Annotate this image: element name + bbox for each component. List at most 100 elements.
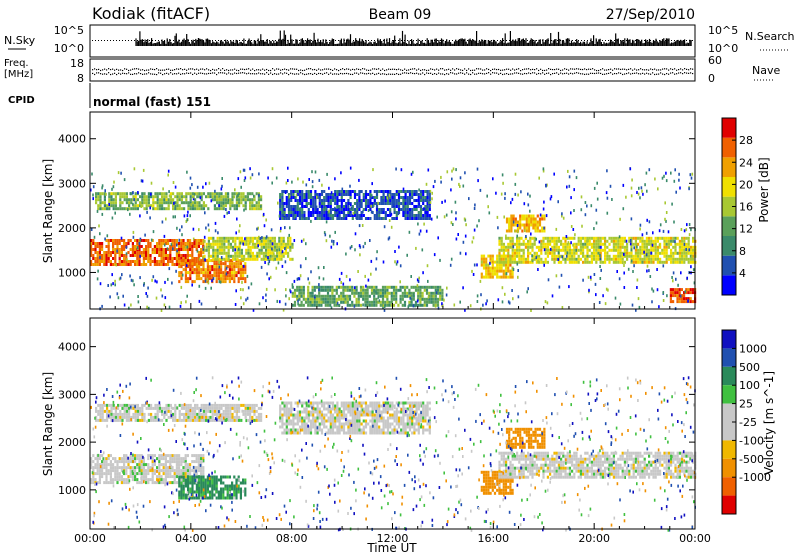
echo-cell bbox=[490, 258, 492, 261]
scatter-echo bbox=[180, 305, 182, 308]
echo-cell bbox=[209, 265, 211, 268]
echo-cell bbox=[524, 227, 526, 230]
freq-dot bbox=[286, 69, 287, 70]
nave-dot bbox=[630, 73, 631, 74]
scatter-echo bbox=[219, 266, 221, 269]
echo-cell bbox=[223, 246, 225, 249]
scatter-echo bbox=[371, 260, 373, 263]
noise-bar bbox=[594, 44, 595, 46]
echo-cell bbox=[413, 199, 415, 202]
echo-cell bbox=[619, 255, 621, 258]
echo-cell bbox=[154, 195, 156, 198]
freq-dot bbox=[98, 69, 99, 70]
noise-search-dot bbox=[254, 40, 255, 41]
echo-cell bbox=[279, 193, 281, 196]
echo-cell bbox=[213, 268, 215, 271]
echo-cell bbox=[312, 199, 314, 202]
scatter-echo bbox=[294, 280, 296, 283]
echo-cell bbox=[328, 199, 330, 202]
scatter-echo bbox=[459, 301, 461, 304]
scatter-echo bbox=[208, 224, 210, 227]
freq-dot bbox=[466, 70, 467, 71]
echo-cell bbox=[104, 201, 106, 204]
echo-cell bbox=[681, 255, 683, 258]
echo-cell bbox=[203, 204, 205, 207]
freq-dot bbox=[376, 69, 377, 70]
scatter-echo bbox=[319, 179, 321, 182]
echo-cell bbox=[134, 251, 136, 254]
echo-cell bbox=[312, 295, 314, 298]
echo-cell bbox=[593, 252, 595, 255]
freq-dot bbox=[356, 68, 357, 69]
noise-bar bbox=[657, 41, 658, 46]
noise-bar bbox=[636, 39, 637, 46]
freq-dot bbox=[564, 68, 565, 69]
noise-bar bbox=[172, 44, 173, 47]
nave-dot bbox=[124, 73, 125, 74]
echo-cell bbox=[97, 207, 99, 210]
echo-cell bbox=[297, 205, 299, 208]
echo-cell bbox=[547, 255, 549, 258]
scatter-echo bbox=[190, 203, 192, 206]
echo-cell bbox=[668, 246, 670, 249]
echo-cell bbox=[439, 286, 441, 289]
echo-cell bbox=[342, 289, 344, 292]
echo-cell bbox=[185, 271, 187, 274]
noise-bar bbox=[379, 40, 380, 46]
scatter-echo bbox=[270, 276, 272, 279]
echo-cell bbox=[149, 254, 151, 257]
noise-bar bbox=[390, 43, 391, 46]
noise-bar bbox=[559, 39, 560, 46]
echo-cell bbox=[283, 243, 285, 246]
echo-cell bbox=[220, 195, 222, 198]
noise-search-dot bbox=[260, 40, 261, 41]
echo-cell bbox=[411, 214, 413, 217]
nave-dot bbox=[420, 74, 421, 75]
nave-dot bbox=[668, 74, 669, 75]
echo-cell bbox=[127, 242, 129, 245]
echo-cell bbox=[308, 208, 310, 211]
echo-cell bbox=[398, 202, 400, 205]
echo-cell bbox=[214, 258, 216, 261]
scatter-echo bbox=[399, 280, 401, 283]
noise-search-dot bbox=[461, 40, 462, 41]
scatter-echo bbox=[285, 190, 287, 193]
echo-cell bbox=[202, 271, 204, 274]
echo-cell bbox=[171, 260, 173, 263]
echo-cell bbox=[327, 298, 329, 301]
echo-cell bbox=[505, 249, 507, 252]
scatter-echo bbox=[162, 221, 164, 224]
noise-bar bbox=[572, 43, 573, 46]
echo-cell bbox=[216, 274, 218, 277]
echo-cell bbox=[94, 251, 96, 254]
nave-dot bbox=[514, 72, 515, 73]
scatter-echo bbox=[460, 252, 462, 255]
echo-cell bbox=[351, 286, 353, 289]
echo-cell bbox=[356, 286, 358, 289]
echo-cell bbox=[198, 207, 200, 210]
scatter-echo bbox=[615, 297, 617, 300]
echo-cell bbox=[321, 193, 323, 196]
scatter-echo bbox=[142, 180, 144, 183]
echo-cell bbox=[206, 246, 208, 249]
noise-bar bbox=[191, 41, 192, 46]
echo-cell bbox=[167, 239, 169, 242]
echo-cell bbox=[520, 258, 522, 261]
echo-cell bbox=[209, 192, 211, 195]
echo-cell bbox=[334, 304, 336, 307]
echo-cell bbox=[602, 261, 604, 264]
nave-dot bbox=[396, 73, 397, 74]
freq-dot bbox=[474, 70, 475, 71]
echo-cell bbox=[496, 270, 498, 273]
echo-cell bbox=[648, 243, 650, 246]
echo-cell bbox=[105, 245, 107, 248]
freq-dot bbox=[266, 69, 267, 70]
freq-dot bbox=[124, 68, 125, 69]
echo-cell bbox=[228, 252, 230, 255]
echo-cell bbox=[182, 239, 184, 242]
echo-cell bbox=[688, 240, 690, 243]
scatter-echo bbox=[285, 260, 287, 263]
noise-bar bbox=[602, 44, 603, 46]
nave-dot bbox=[620, 73, 621, 74]
